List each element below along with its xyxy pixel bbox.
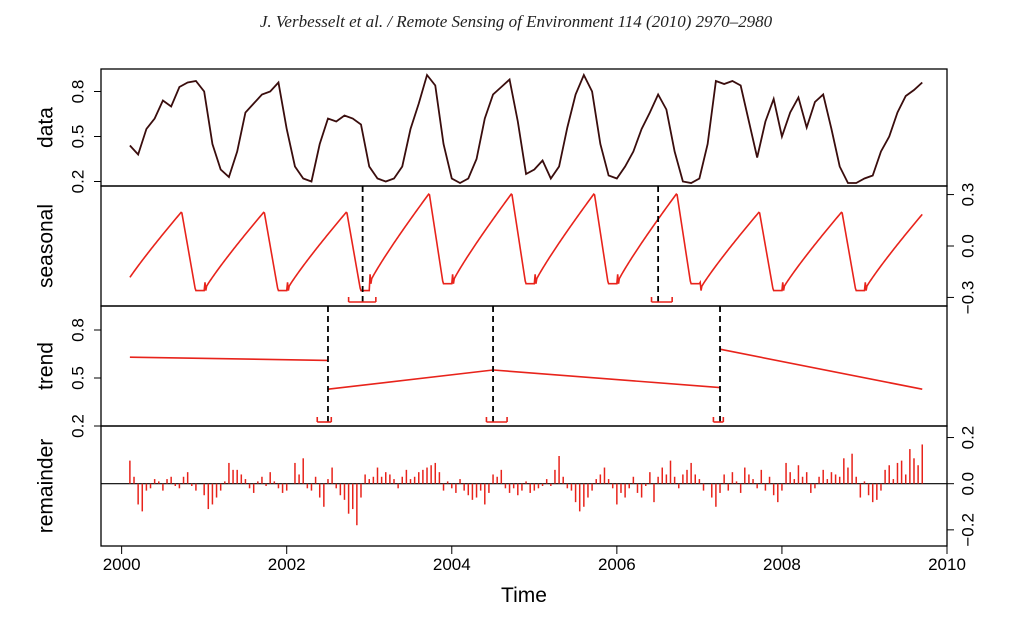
data-line	[129, 72, 923, 185]
trend-segment	[327, 369, 494, 390]
trend-segment	[492, 369, 721, 389]
x-axis-label: Time	[501, 584, 547, 607]
x-tick-label: 2006	[598, 555, 636, 574]
y-tick-label: 0.5	[68, 366, 87, 390]
y-tick-label: 0.0	[958, 234, 977, 258]
panel-ylabel: seasonal	[35, 204, 58, 288]
y-tick-label: 0.2	[68, 170, 87, 194]
panel-data: 0.2 0.5 0.8 data	[35, 68, 948, 194]
panel-ylabel: data	[35, 107, 58, 148]
y-tick-label: 0.5	[68, 125, 87, 149]
panel-frame	[100, 185, 948, 307]
citation-header: J. Verbesselt et al. / Remote Sensing of…	[259, 12, 773, 31]
x-tick-label: 2000	[103, 555, 141, 574]
panel-trend: 0.2 0.5 0.8 trend	[35, 305, 948, 438]
panel-frame	[100, 425, 948, 547]
panel-seasonal: −0.3 0.0 0.3 seasonal	[35, 183, 978, 314]
x-tick-label: 2002	[268, 555, 306, 574]
y-tick-label: −0.2	[958, 513, 977, 547]
y-tick-label: 0.2	[68, 414, 87, 438]
x-tick-label: 2004	[433, 555, 471, 574]
panel-frame	[100, 305, 948, 427]
seasonal-line	[129, 192, 923, 292]
y-tick-label: −0.3	[958, 281, 977, 315]
trend-segment	[719, 348, 923, 390]
y-tick-label: 0.0	[958, 472, 977, 496]
y-tick-label: 0.3	[958, 183, 977, 207]
trend-segment	[129, 356, 328, 362]
panel-ylabel: remainder	[35, 439, 58, 534]
x-tick-label: 2008	[763, 555, 801, 574]
x-tick-label: 2010	[928, 555, 966, 574]
y-tick-label: 0.8	[68, 80, 87, 104]
panel-frame	[100, 68, 948, 187]
y-tick-label: 0.8	[68, 318, 87, 342]
panel-remainder: −0.2 0.0 0.2 remainder	[35, 425, 977, 547]
panel-ylabel: trend	[35, 342, 58, 390]
y-tick-label: 0.2	[958, 426, 977, 450]
